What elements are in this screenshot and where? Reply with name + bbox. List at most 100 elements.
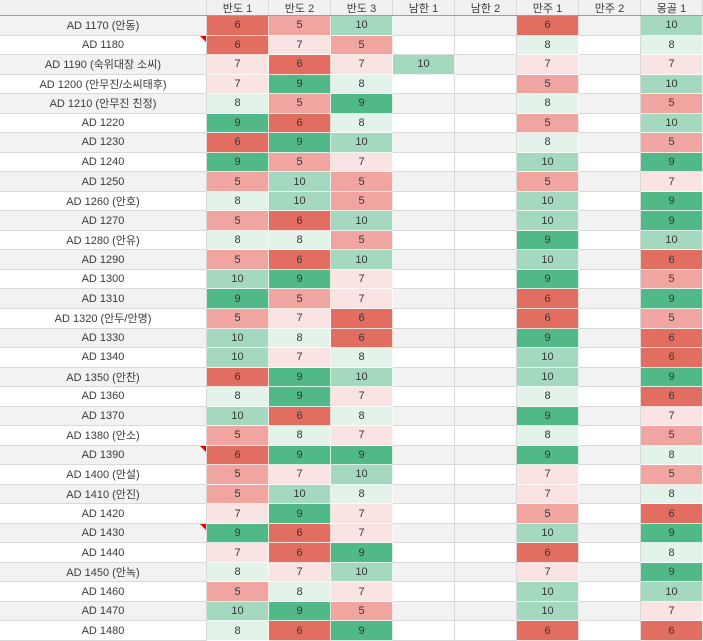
row-label-cell[interactable]: AD 1320 (안두/안명) [0,308,207,329]
data-cell[interactable] [579,74,641,95]
data-cell[interactable]: 7 [517,484,579,505]
data-cell[interactable]: 10 [517,601,579,622]
data-cell[interactable]: 8 [207,387,269,407]
data-cell[interactable]: 9 [517,445,579,466]
data-cell[interactable]: 10 [269,172,331,192]
data-cell[interactable] [579,133,641,153]
data-cell[interactable]: 10 [331,250,393,270]
data-cell[interactable] [579,367,641,388]
data-cell[interactable]: 7 [517,465,579,485]
data-cell[interactable]: 5 [331,601,393,622]
data-cell[interactable] [579,113,641,134]
data-cell[interactable]: 7 [207,504,269,524]
data-cell[interactable]: 10 [207,406,269,427]
data-cell[interactable] [579,621,641,641]
data-cell[interactable]: 6 [641,504,703,524]
column-header[interactable]: 만주 2 [579,0,641,15]
row-label-cell[interactable]: AD 1270 [0,211,207,231]
data-cell[interactable]: 10 [517,250,579,270]
data-cell[interactable] [393,191,455,212]
row-label-cell[interactable]: AD 1450 (안녹) [0,562,207,583]
data-cell[interactable] [579,328,641,349]
data-cell[interactable] [455,269,517,290]
data-cell[interactable]: 6 [207,133,269,153]
data-cell[interactable]: 5 [641,269,703,290]
data-cell[interactable]: 6 [517,289,579,309]
row-label-cell[interactable]: AD 1420 [0,504,207,524]
data-cell[interactable]: 5 [641,465,703,485]
data-cell[interactable]: 7 [331,289,393,309]
data-cell[interactable] [579,426,641,446]
data-cell[interactable]: 5 [269,152,331,173]
data-cell[interactable]: 10 [331,211,393,231]
data-cell[interactable]: 5 [207,465,269,485]
data-cell[interactable]: 5 [207,172,269,192]
data-cell[interactable]: 6 [207,367,269,388]
data-cell[interactable]: 5 [331,230,393,251]
data-cell[interactable]: 6 [641,387,703,407]
data-cell[interactable]: 5 [517,504,579,524]
data-cell[interactable]: 8 [517,133,579,153]
data-cell[interactable]: 7 [331,55,393,75]
data-cell[interactable]: 10 [517,191,579,212]
row-label-cell[interactable]: AD 1480 [0,621,207,641]
data-cell[interactable]: 9 [207,152,269,173]
data-cell[interactable] [579,269,641,290]
data-cell[interactable]: 9 [269,269,331,290]
data-cell[interactable] [393,74,455,95]
row-label-cell[interactable]: AD 1330 [0,328,207,349]
data-cell[interactable]: 5 [517,172,579,192]
row-label-cell[interactable]: AD 1460 [0,582,207,602]
data-cell[interactable]: 10 [393,55,455,75]
data-cell[interactable] [579,152,641,173]
data-cell[interactable]: 7 [331,504,393,524]
data-cell[interactable] [579,465,641,485]
data-cell[interactable]: 5 [207,308,269,329]
data-cell[interactable]: 8 [331,406,393,427]
data-cell[interactable]: 5 [207,582,269,602]
data-cell[interactable]: 8 [207,94,269,114]
data-cell[interactable] [393,348,455,368]
data-cell[interactable]: 10 [207,269,269,290]
data-cell[interactable] [455,445,517,466]
data-cell[interactable]: 6 [269,55,331,75]
data-cell[interactable]: 8 [517,426,579,446]
data-cell[interactable]: 5 [331,35,393,56]
data-cell[interactable] [579,250,641,270]
data-cell[interactable]: 8 [207,562,269,583]
data-cell[interactable]: 5 [207,484,269,505]
data-cell[interactable] [393,504,455,524]
data-cell[interactable] [393,94,455,114]
data-cell[interactable]: 8 [331,113,393,134]
data-cell[interactable]: 6 [517,308,579,329]
data-cell[interactable]: 8 [641,543,703,563]
data-cell[interactable] [455,504,517,524]
data-cell[interactable]: 8 [331,74,393,95]
data-cell[interactable]: 7 [269,348,331,368]
data-cell[interactable] [455,152,517,173]
data-cell[interactable]: 8 [517,387,579,407]
data-cell[interactable] [455,133,517,153]
data-cell[interactable] [455,250,517,270]
data-cell[interactable] [579,387,641,407]
data-cell[interactable]: 7 [641,55,703,75]
data-cell[interactable]: 8 [269,328,331,349]
data-cell[interactable] [579,562,641,583]
data-cell[interactable]: 9 [331,621,393,641]
row-label-cell[interactable]: AD 1230 [0,133,207,153]
row-label-cell[interactable]: AD 1310 [0,289,207,309]
data-cell[interactable] [393,621,455,641]
data-cell[interactable] [393,133,455,153]
data-cell[interactable]: 9 [331,445,393,466]
data-cell[interactable] [579,582,641,602]
data-cell[interactable]: 6 [207,445,269,466]
row-label-cell[interactable]: AD 1180 [0,35,207,56]
data-cell[interactable]: 9 [641,152,703,173]
data-cell[interactable]: 8 [207,621,269,641]
data-cell[interactable]: 9 [269,367,331,388]
data-cell[interactable] [393,211,455,231]
data-cell[interactable] [393,35,455,56]
data-cell[interactable] [393,484,455,505]
data-cell[interactable] [579,406,641,427]
data-cell[interactable]: 6 [269,113,331,134]
